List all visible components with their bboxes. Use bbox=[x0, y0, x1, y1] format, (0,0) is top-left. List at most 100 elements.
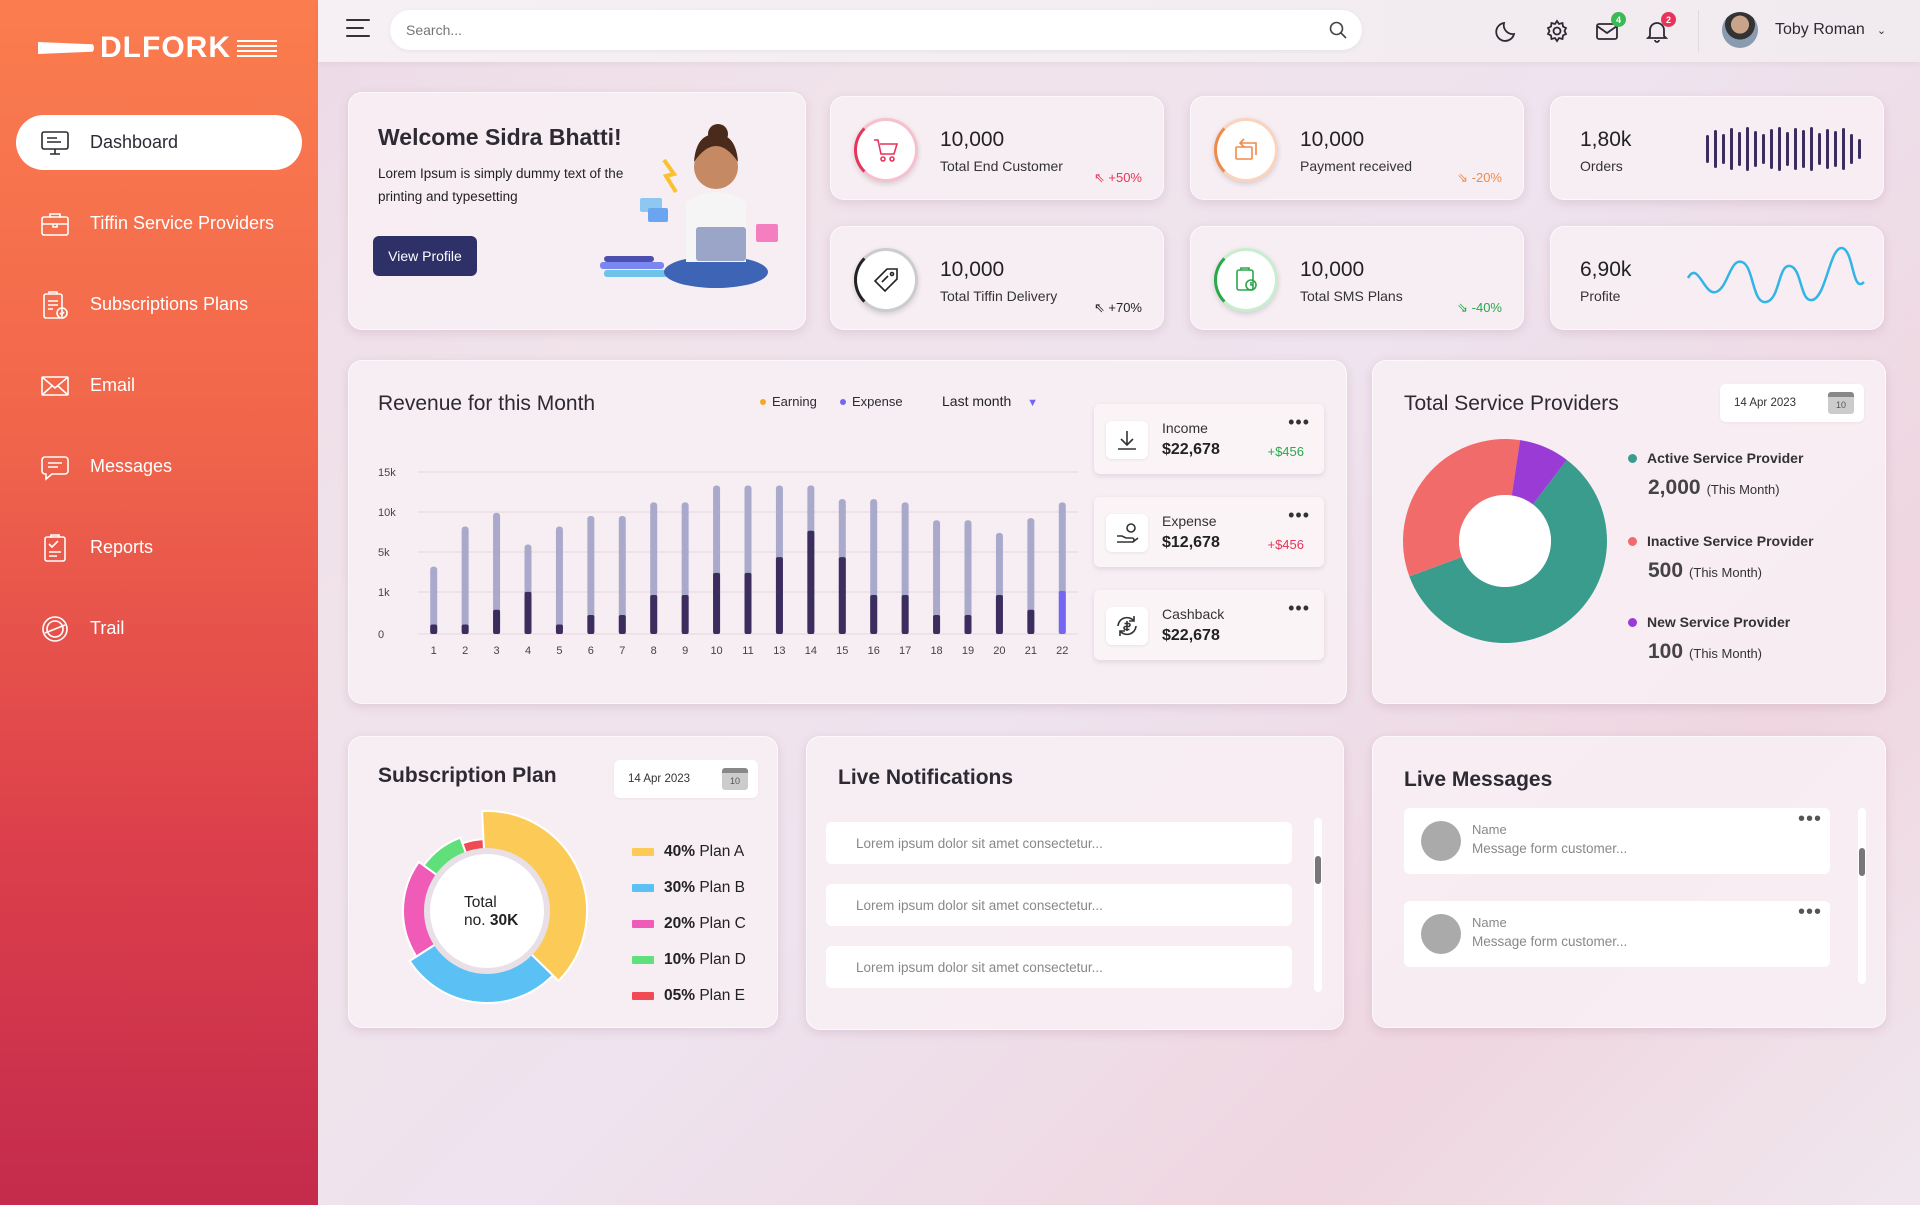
welcome-title: Welcome Sidra Bhatti! bbox=[378, 124, 622, 150]
earning-bar[interactable] bbox=[587, 516, 595, 634]
sp-active: Active Service Provider 2,000 (This Month… bbox=[1628, 450, 1803, 500]
earning-bar[interactable] bbox=[964, 520, 972, 634]
expense-bar[interactable] bbox=[555, 624, 563, 634]
sidebar-item-trail[interactable]: Trail bbox=[16, 601, 302, 656]
cashback-box[interactable]: Cashback $22,678 ••• bbox=[1094, 590, 1324, 660]
expense-bar[interactable] bbox=[524, 591, 532, 634]
x-tick-label: 5 bbox=[556, 645, 562, 657]
earning-bar[interactable] bbox=[430, 566, 438, 634]
expense-bar[interactable] bbox=[775, 557, 783, 634]
view-profile-button[interactable]: View Profile bbox=[373, 236, 477, 276]
x-tick-label: 17 bbox=[899, 645, 911, 657]
donut-slice[interactable] bbox=[1403, 439, 1521, 577]
mail-icon[interactable]: 4 bbox=[1594, 12, 1626, 46]
expense-bar[interactable] bbox=[838, 557, 846, 634]
expense-bar[interactable] bbox=[430, 624, 438, 634]
expense-bar[interactable] bbox=[1058, 590, 1066, 634]
notifications-scrollbar[interactable] bbox=[1314, 818, 1322, 992]
menu-toggle-icon[interactable] bbox=[346, 19, 370, 37]
expense-bar[interactable] bbox=[618, 615, 626, 634]
donut-hole bbox=[424, 848, 550, 974]
plan-pct: 20% bbox=[664, 915, 696, 932]
calendar-icon: 10 bbox=[1828, 392, 1854, 414]
legend-earning[interactable]: Earning bbox=[760, 394, 817, 409]
orders-spark-bar bbox=[1730, 128, 1733, 170]
income-box[interactable]: Income $22,678 +$456 ••• bbox=[1094, 404, 1324, 474]
earning-bar[interactable] bbox=[1027, 518, 1035, 634]
revenue-title: Revenue for this Month bbox=[378, 392, 596, 415]
expense-value: $12,678 bbox=[1162, 534, 1220, 551]
message-item[interactable]: Name Message form customer... ••• bbox=[1404, 901, 1830, 967]
subscription-title: Subscription Plan bbox=[378, 764, 557, 787]
dark-mode-moon-icon[interactable] bbox=[1494, 18, 1522, 46]
expense-bar[interactable] bbox=[587, 615, 595, 634]
search-icon[interactable] bbox=[1328, 20, 1348, 40]
expense-bar[interactable] bbox=[493, 609, 501, 634]
expense-bar[interactable] bbox=[713, 572, 721, 634]
sidebar-item-dashboard[interactable]: Dashboard bbox=[16, 115, 302, 170]
caret-down-icon: ▼ bbox=[1027, 397, 1039, 409]
expense-box[interactable]: Expense $12,678 +$456 ••• bbox=[1094, 497, 1324, 567]
earning-bar[interactable] bbox=[493, 512, 501, 634]
user-menu[interactable]: Toby Roman ⌄ bbox=[1722, 12, 1886, 48]
expense-bar[interactable] bbox=[995, 595, 1003, 634]
expense-bar[interactable] bbox=[901, 595, 909, 634]
expense-bar[interactable] bbox=[1027, 609, 1035, 634]
sidebar-item-messages[interactable]: Messages bbox=[16, 439, 302, 494]
more-options-icon[interactable]: ••• bbox=[1288, 412, 1310, 432]
expense-bar[interactable] bbox=[807, 530, 815, 634]
scrollbar-thumb[interactable] bbox=[1315, 856, 1321, 884]
earning-bar[interactable] bbox=[555, 526, 563, 634]
brand-logo[interactable]: DLFORK bbox=[38, 28, 277, 68]
donut-slice[interactable] bbox=[1511, 440, 1567, 505]
expense-bar[interactable] bbox=[870, 595, 878, 634]
subscription-date-picker[interactable]: 14 Apr 2023 10 bbox=[614, 760, 758, 798]
calendar-icon: 10 bbox=[722, 768, 748, 790]
y-tick-label: 1k bbox=[378, 587, 390, 599]
earning-bar[interactable] bbox=[618, 516, 626, 634]
notification-item[interactable]: Lorem ipsum dolor sit amet consectetur..… bbox=[826, 946, 1292, 988]
bell-icon[interactable]: 2 bbox=[1644, 12, 1676, 46]
search-input[interactable] bbox=[390, 10, 1290, 50]
message-item[interactable]: Name Message form customer... ••• bbox=[1404, 808, 1830, 874]
expense-bar[interactable] bbox=[964, 615, 972, 634]
sidebar-item-reports[interactable]: Reports bbox=[16, 520, 302, 575]
earning-bar[interactable] bbox=[933, 520, 941, 634]
legend-expense[interactable]: Expense bbox=[840, 394, 903, 409]
notification-item[interactable]: Lorem ipsum dolor sit amet consectetur..… bbox=[826, 884, 1292, 926]
expense-bar[interactable] bbox=[461, 624, 469, 634]
scrollbar-thumb[interactable] bbox=[1859, 848, 1865, 876]
sidebar-item-tiffin-service-providers[interactable]: Tiffin Service Providers bbox=[16, 196, 302, 251]
earning-bar[interactable] bbox=[461, 526, 469, 634]
period-dropdown[interactable]: Last month ▼ bbox=[942, 393, 1038, 409]
expense-bar[interactable] bbox=[681, 595, 689, 634]
service-providers-date-picker[interactable]: 14 Apr 2023 10 bbox=[1720, 384, 1864, 422]
report-clipboard-icon bbox=[38, 531, 72, 565]
sidebar-item-email[interactable]: Email bbox=[16, 358, 302, 413]
arrow-up-left-icon: ⇖ bbox=[1093, 300, 1109, 315]
plan-swatch bbox=[632, 992, 654, 1000]
knife-icon bbox=[38, 42, 94, 54]
more-options-icon[interactable]: ••• bbox=[1288, 598, 1310, 618]
x-tick-label: 14 bbox=[805, 645, 817, 657]
stat-change-value: +70% bbox=[1108, 300, 1142, 315]
avatar bbox=[1722, 12, 1758, 48]
stat-change: ⇘ -40% bbox=[1457, 300, 1502, 316]
more-options-icon[interactable]: ••• bbox=[1797, 901, 1822, 923]
orders-card: 1,80k Orders bbox=[1550, 96, 1884, 200]
orders-label: Orders bbox=[1580, 158, 1623, 174]
expense-bar[interactable] bbox=[650, 595, 658, 634]
stat-change-value: -20% bbox=[1471, 170, 1502, 185]
more-options-icon[interactable]: ••• bbox=[1288, 505, 1310, 525]
donut-slice[interactable] bbox=[1409, 459, 1607, 643]
profit-label: Profite bbox=[1580, 288, 1621, 304]
expense-bar[interactable] bbox=[933, 615, 941, 634]
messages-scrollbar[interactable] bbox=[1858, 808, 1866, 984]
date-text: 14 Apr 2023 bbox=[628, 773, 691, 785]
notification-item[interactable]: Lorem ipsum dolor sit amet consectetur..… bbox=[826, 822, 1292, 864]
sidebar-item-subscriptions-plans[interactable]: Subscriptions Plans bbox=[16, 277, 302, 332]
gear-icon[interactable] bbox=[1544, 18, 1572, 46]
more-options-icon[interactable]: ••• bbox=[1797, 808, 1822, 830]
expense-bar[interactable] bbox=[744, 572, 752, 634]
x-tick-label: 22 bbox=[1056, 645, 1068, 657]
